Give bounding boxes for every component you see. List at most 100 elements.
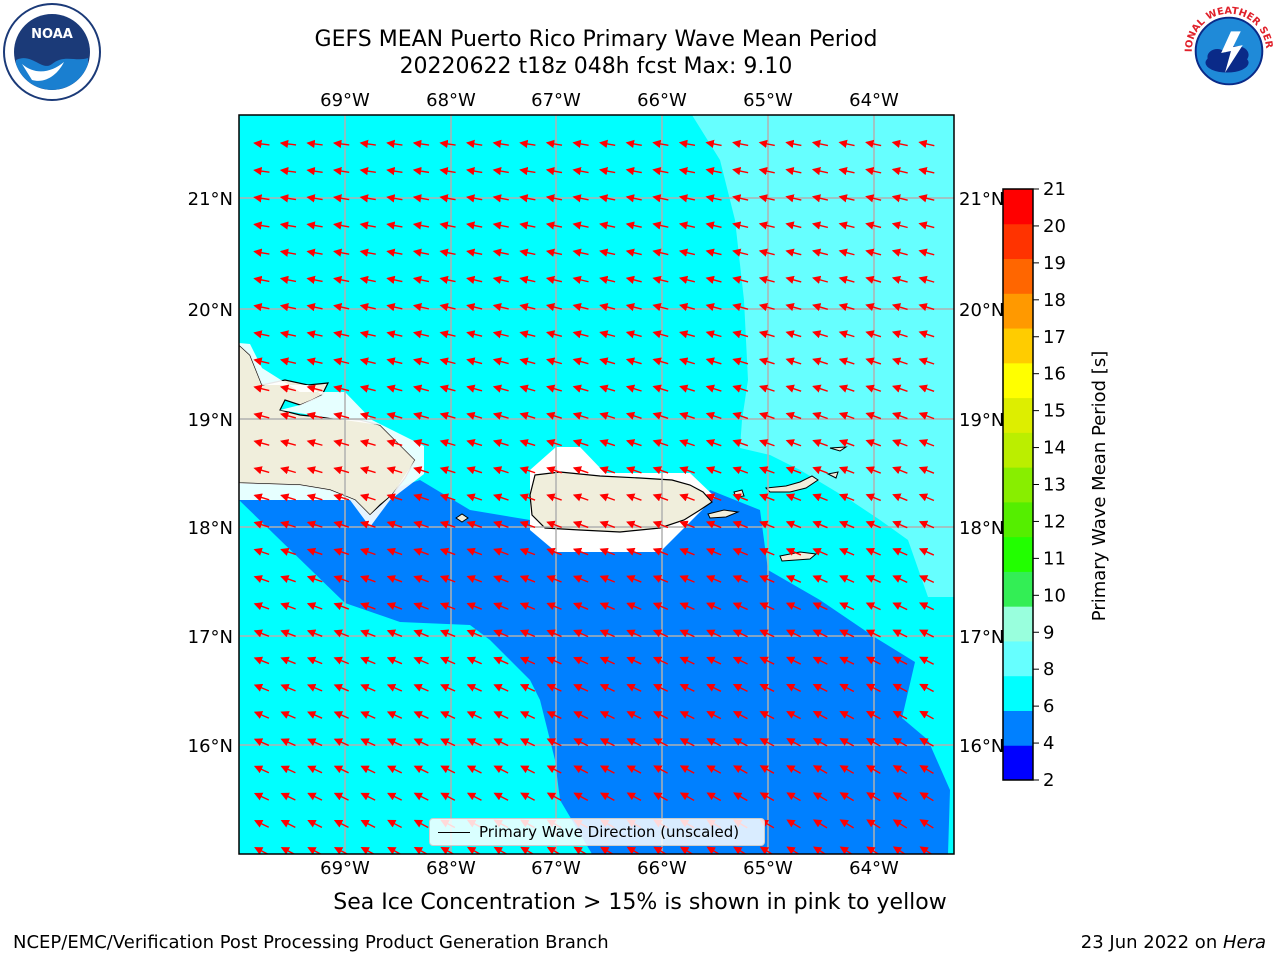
wave-arrow: [679, 330, 696, 339]
wave-arrow: [359, 139, 376, 149]
wave-arrow: [891, 330, 908, 339]
wave-arrow: [758, 248, 775, 257]
wave-arrow: [865, 221, 882, 230]
wave-arrow: [386, 602, 403, 611]
lat-label-right: 17°N: [959, 627, 1004, 648]
wave-arrow: [253, 302, 270, 312]
wave-arrow: [625, 221, 642, 230]
wave-arrow: [653, 711, 669, 720]
wave-arrow: [732, 547, 748, 556]
wave-arrow: [279, 166, 297, 176]
wave-arrow: [546, 493, 562, 502]
wave-arrow: [759, 792, 775, 802]
wave-arrow: [599, 303, 616, 312]
wave-arrow: [546, 629, 562, 638]
wave-arrow: [811, 166, 829, 176]
wave-arrow: [253, 166, 270, 176]
wave-arrow: [919, 710, 934, 720]
lon-label-top: 64°W: [849, 90, 899, 111]
lat-label-left: 17°N: [188, 627, 233, 648]
wave-arrow: [786, 792, 801, 802]
wave-arrow: [758, 330, 775, 339]
wave-arrow: [440, 683, 456, 692]
wave-arrow: [758, 384, 775, 393]
wave-arrow: [492, 248, 509, 257]
wave-arrow: [306, 330, 323, 339]
wave-arrow: [333, 302, 350, 312]
wave-arrow: [812, 330, 828, 339]
wave-arrow: [892, 656, 908, 665]
lon-label-bottom: 69°W: [320, 858, 370, 879]
wave-arrow: [519, 683, 536, 692]
wave-arrow: [359, 493, 376, 502]
wave-arrow: [306, 194, 323, 203]
wave-arrow: [732, 711, 748, 720]
wave-arrow: [466, 302, 483, 312]
wave-arrow: [280, 820, 296, 828]
graticule: [239, 115, 954, 854]
wave-arrow: [280, 792, 296, 801]
wave-arrow: [412, 248, 430, 257]
wave-arrow: [891, 275, 908, 284]
wave-arrow: [253, 330, 270, 339]
colorbar-label: Primary Wave Mean Period [s]: [1089, 351, 1110, 621]
wave-arrow: [386, 575, 403, 583]
colorbar-segment: [1003, 536, 1033, 572]
wave-arrow: [652, 139, 669, 149]
wave-arrow: [466, 738, 482, 747]
wave-arrow: [919, 819, 934, 829]
wave-arrow: [546, 602, 562, 611]
wave-arrow: [280, 602, 296, 611]
wave-arrow: [359, 520, 376, 529]
wave-arrow: [732, 384, 749, 393]
wave-arrow: [333, 738, 349, 747]
lat-labels-left: 21°N 20°N 19°N 18°N 17°N 16°N: [188, 189, 233, 757]
wave-arrow: [865, 602, 881, 611]
wave-arrow: [706, 602, 722, 611]
wave-arrow: [679, 738, 695, 747]
wave-arrow: [839, 683, 855, 693]
wave-arrow: [360, 575, 376, 583]
wave-arrow: [705, 384, 722, 393]
lat-label-left: 16°N: [188, 736, 233, 757]
wave-arrow: [413, 792, 429, 801]
wave-arrow: [812, 384, 828, 393]
wave-arrow: [652, 439, 669, 448]
wave-arrow: [732, 139, 749, 149]
wave-arrow: [865, 194, 882, 203]
wave-arrow: [573, 683, 589, 692]
wave-arrow: [307, 792, 323, 801]
wave-arrow: [865, 493, 882, 502]
wave-arrow: [759, 493, 775, 502]
wave-arrow: [280, 738, 296, 747]
wave-arrow: [253, 520, 270, 529]
wave-arrow: [519, 194, 536, 203]
wave-arrow: [307, 711, 323, 719]
wave-arrow: [599, 166, 616, 176]
wave-arrow: [493, 629, 509, 638]
wave-arrow: [519, 330, 536, 339]
wave-arrow: [359, 466, 376, 475]
wave-arrow: [759, 711, 775, 720]
wave-arrow: [811, 221, 829, 230]
wave-arrow: [572, 139, 589, 149]
wave-arrow: [625, 303, 642, 312]
wave-arrow: [705, 439, 722, 448]
wave-arrow: [785, 139, 802, 149]
wave-arrow: [572, 248, 589, 257]
wave-arrow: [625, 139, 642, 149]
wave-arrow: [519, 384, 536, 393]
wave-arrow: [440, 738, 456, 747]
wave-arrow: [306, 683, 323, 692]
wave-arrow: [705, 248, 722, 257]
wave-arrow: [759, 765, 775, 774]
wave-arrow: [705, 303, 722, 312]
wave-arrow: [519, 275, 536, 284]
wave-arrow: [572, 493, 589, 502]
lat-label-left: 18°N: [188, 518, 233, 539]
wave-arrow: [466, 792, 482, 801]
wave-arrow: [706, 738, 722, 747]
nws-logo: NATIONAL WEATHER SERVICE: [1180, 2, 1277, 99]
wave-arrow: [865, 656, 881, 665]
wave-arrow: [652, 166, 669, 176]
